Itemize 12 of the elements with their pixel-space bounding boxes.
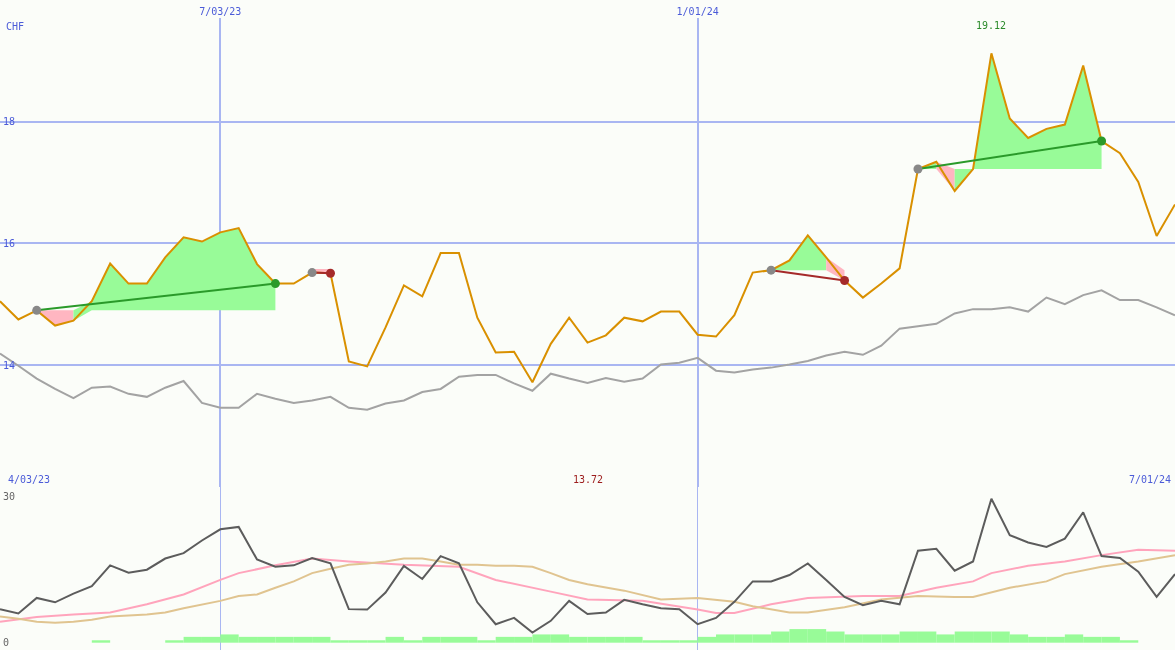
y-tick-label: 16 (3, 237, 16, 249)
y-tick-label: 0 (3, 637, 10, 649)
x-tick-label: 1/01/24 (676, 6, 719, 17)
annotation: 19.12 (976, 20, 1007, 31)
annotation: 13.72 (573, 474, 604, 485)
x-tick-label: 7/03/23 (199, 6, 242, 17)
annotation: 4/03/23 (8, 474, 51, 485)
y-axis-title: CHF (6, 21, 25, 32)
y-tick-label: 30 (3, 491, 16, 503)
annotation: 7/01/24 (1129, 474, 1172, 485)
y-tick-label: 18 (3, 116, 16, 128)
y-tick-label: 14 (3, 359, 16, 371)
